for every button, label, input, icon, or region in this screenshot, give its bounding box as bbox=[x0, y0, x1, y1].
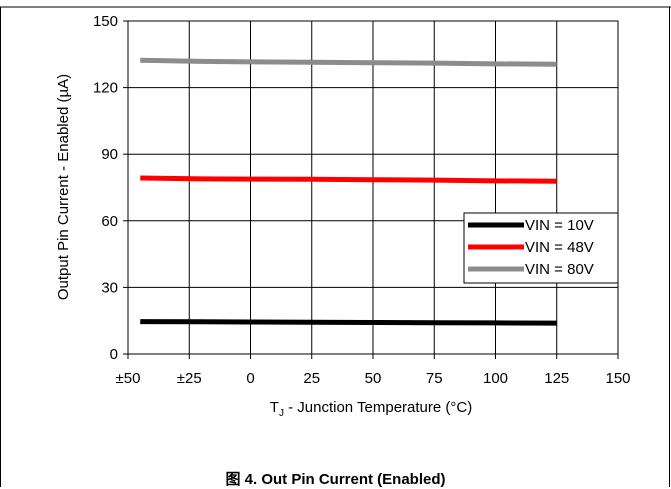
y-tick-label: 120 bbox=[93, 80, 118, 97]
x-axis-ticks: ±50 ±25 0 25 50 75 100 125 150 bbox=[116, 354, 631, 387]
legend-label: VIN = 48V bbox=[525, 239, 594, 256]
y-tick-label: 60 bbox=[101, 213, 118, 230]
x-tick-label: 25 bbox=[303, 370, 320, 387]
x-axis-title-rest: - Junction Temperature (°C) bbox=[284, 399, 472, 416]
x-axis-title-main: T bbox=[270, 399, 279, 416]
y-tick-label: 150 bbox=[93, 13, 118, 30]
x-tick-label: 125 bbox=[544, 370, 569, 387]
y-tick-label: 90 bbox=[101, 146, 118, 163]
legend: VIN = 10V VIN = 48V VIN = 80V bbox=[463, 212, 619, 284]
x-tick-label: 100 bbox=[483, 370, 508, 387]
legend-label: VIN = 80V bbox=[525, 261, 594, 278]
series-line bbox=[140, 57, 557, 67]
x-axis-title-subscript: J bbox=[279, 408, 284, 419]
x-tick-label: 50 bbox=[365, 370, 382, 387]
series-lines bbox=[140, 57, 557, 326]
x-tick-label: ±50 bbox=[116, 370, 141, 387]
x-tick-label: 150 bbox=[605, 370, 630, 387]
series-line bbox=[140, 319, 557, 326]
y-tick-label: 30 bbox=[101, 279, 118, 296]
x-axis-title: TJ - Junction Temperature (°C) bbox=[270, 399, 472, 419]
series-line bbox=[140, 175, 557, 184]
y-axis-ticks: 0 30 60 90 120 150 bbox=[93, 13, 128, 363]
y-axis-title: Output Pin Current - Enabled (µA) bbox=[55, 74, 72, 300]
figure-caption: 图 4. Out Pin Current (Enabled) bbox=[225, 471, 446, 488]
y-tick-label: 0 bbox=[110, 346, 118, 363]
x-tick-label: 0 bbox=[246, 370, 254, 387]
grid bbox=[127, 20, 619, 355]
legend-label: VIN = 10V bbox=[525, 217, 594, 234]
x-tick-label: 75 bbox=[426, 370, 443, 387]
x-tick-label: ±25 bbox=[177, 370, 202, 387]
